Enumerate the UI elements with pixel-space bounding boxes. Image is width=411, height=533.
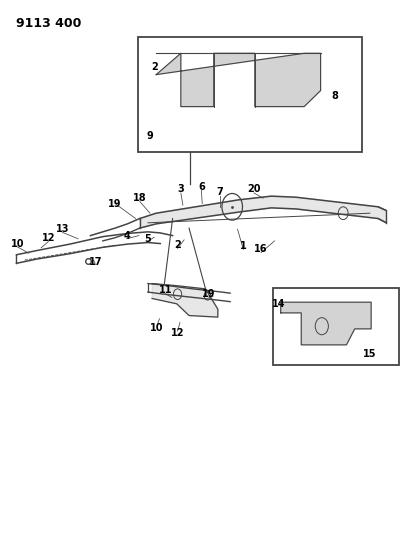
Text: 17: 17 bbox=[89, 257, 102, 267]
Polygon shape bbox=[140, 196, 386, 228]
Text: 18: 18 bbox=[133, 193, 147, 203]
Text: 2: 2 bbox=[151, 62, 157, 71]
Text: 3: 3 bbox=[178, 184, 184, 194]
Text: 20: 20 bbox=[247, 184, 261, 194]
Text: 10: 10 bbox=[11, 239, 24, 248]
Text: 10: 10 bbox=[150, 323, 164, 333]
Bar bbox=[273, 288, 399, 365]
Text: 7: 7 bbox=[217, 187, 223, 197]
Text: 5: 5 bbox=[144, 234, 150, 244]
Text: 13: 13 bbox=[56, 224, 69, 234]
Polygon shape bbox=[152, 284, 218, 317]
Text: 9: 9 bbox=[147, 131, 153, 141]
Text: 1: 1 bbox=[240, 241, 247, 251]
Text: 9113 400: 9113 400 bbox=[16, 17, 82, 30]
Text: 15: 15 bbox=[363, 350, 376, 359]
Text: 11: 11 bbox=[159, 286, 172, 295]
Polygon shape bbox=[156, 53, 321, 107]
Text: 6: 6 bbox=[198, 182, 205, 191]
Text: 8: 8 bbox=[332, 91, 338, 101]
Text: 4: 4 bbox=[123, 231, 130, 240]
Polygon shape bbox=[281, 302, 371, 345]
Text: 12: 12 bbox=[42, 233, 55, 243]
Text: 2: 2 bbox=[174, 240, 181, 250]
Text: 16: 16 bbox=[254, 245, 268, 254]
Text: 12: 12 bbox=[171, 328, 184, 338]
Bar bbox=[138, 37, 362, 152]
Text: 14: 14 bbox=[272, 299, 285, 309]
Text: 19: 19 bbox=[109, 199, 122, 208]
Text: 19: 19 bbox=[202, 289, 215, 299]
